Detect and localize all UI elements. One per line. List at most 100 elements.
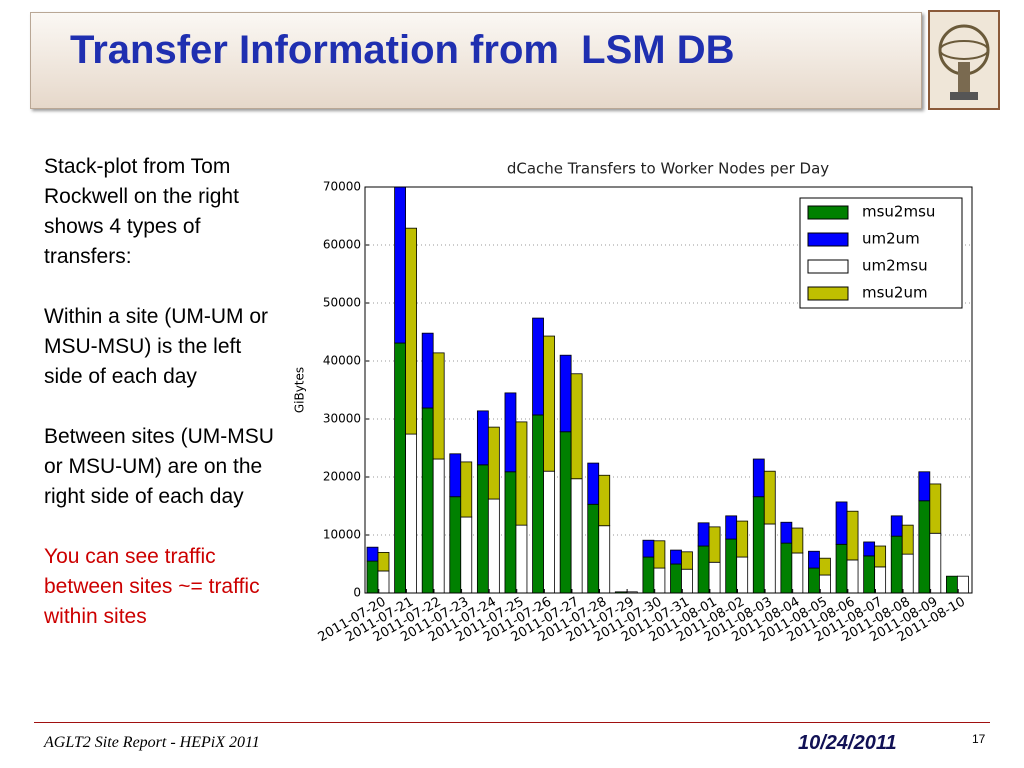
plot-frame <box>364 186 973 594</box>
bar-segment <box>405 433 417 593</box>
bar-segment <box>570 373 583 480</box>
bar-segment <box>901 524 914 555</box>
bar-segment <box>819 574 831 593</box>
bar-segment <box>598 525 611 593</box>
bar-segment <box>460 461 473 518</box>
bar-segment <box>653 567 666 593</box>
bar-segment <box>725 515 738 540</box>
side-text: Stack-plot from Tom Rockwell on the righ… <box>44 152 284 662</box>
bar-segment <box>780 521 793 544</box>
legend-swatch <box>807 286 849 301</box>
bar-segment <box>449 453 462 498</box>
bar-segment <box>681 568 693 593</box>
bar-segment <box>515 421 528 526</box>
bar-segment <box>504 392 517 473</box>
bar-segment <box>890 535 903 593</box>
legend-label: msu2um <box>862 284 928 302</box>
bar-segment <box>598 474 611 527</box>
bar-segment <box>421 332 434 409</box>
y-tick-label: 20000 <box>323 470 361 484</box>
bar-segment <box>532 414 544 593</box>
bar-segment <box>780 542 793 593</box>
bar-segment <box>708 561 721 593</box>
bar-segment <box>752 458 765 498</box>
bar-segment <box>835 543 848 593</box>
bar-segment <box>432 352 445 460</box>
bar-segment <box>697 522 710 547</box>
y-axis-label: GiBytes <box>293 367 307 413</box>
bar-segment <box>559 354 572 433</box>
bar-segment <box>587 462 600 505</box>
y-tick-label: 30000 <box>323 412 361 426</box>
legend-label: msu2msu <box>862 203 935 221</box>
page-number: 17 <box>972 732 986 746</box>
slide-title: Transfer Information from LSM DB <box>70 28 735 72</box>
bar-segment <box>432 458 445 593</box>
bar-segment <box>819 557 831 576</box>
bar-segment <box>736 520 749 558</box>
bar-segment <box>874 545 887 568</box>
bar-segment <box>653 540 666 569</box>
logo-art <box>938 24 990 100</box>
bar-segment <box>394 342 406 593</box>
legend-label: um2msu <box>862 257 928 275</box>
bar-segment <box>929 483 942 534</box>
bar-segment <box>543 335 555 472</box>
y-tick-label: 40000 <box>323 354 361 368</box>
bar-segment <box>476 410 489 466</box>
bar-segment <box>377 552 390 572</box>
chart: dCache Transfers to Worker Nodes per Day… <box>293 160 973 645</box>
header-band <box>30 12 922 109</box>
bar-segment <box>487 498 500 593</box>
bar-segment <box>642 539 655 558</box>
bar-segment <box>681 551 693 570</box>
bar-segment <box>901 553 914 593</box>
highlight: You can see traffic between sites ~= tra… <box>44 545 260 628</box>
bar-segment <box>587 503 600 593</box>
bar-segment <box>918 471 931 502</box>
bar-segment <box>763 470 776 525</box>
bar-segment <box>846 559 859 593</box>
legend-label: um2um <box>862 230 920 248</box>
paragraph: Within a site (UM-UM or MSU-MSU) is the … <box>44 305 269 388</box>
bar-segment <box>570 478 583 593</box>
logo <box>928 10 1000 110</box>
bar-segment <box>559 431 572 593</box>
footer-left: AGLT2 Site Report - HEPiX 2011 <box>44 734 260 751</box>
paragraph: Between sites (UM-MSU or MSU-UM) are on … <box>44 425 274 508</box>
bar-segment <box>543 470 555 593</box>
bar-segment <box>863 555 876 593</box>
bar-segment <box>515 524 528 593</box>
y-tick-label: 60000 <box>323 238 361 252</box>
bar-segment <box>863 541 876 557</box>
bar-segment <box>835 501 848 545</box>
bar-segment <box>725 538 738 593</box>
bar-segment <box>791 552 804 593</box>
legend-swatch <box>807 259 849 274</box>
bar-segment <box>791 527 804 554</box>
y-tick-label: 0 <box>353 586 361 600</box>
bar-segment <box>763 523 776 593</box>
bar-segment <box>476 464 489 593</box>
bar-segment <box>487 426 500 500</box>
bar-segment <box>366 560 379 593</box>
bar-segment <box>449 496 462 593</box>
bar-segment <box>890 515 903 537</box>
bar-segment <box>394 187 406 344</box>
bar-segment <box>460 516 473 593</box>
bar-segment <box>377 570 390 593</box>
bar-segment <box>642 556 655 593</box>
bar-segment <box>946 575 958 593</box>
bar-segment <box>670 563 682 593</box>
bar-segment <box>874 566 887 593</box>
y-tick-label: 70000 <box>323 180 361 194</box>
bar-segment <box>421 407 434 593</box>
bar-segment <box>366 546 379 562</box>
legend-swatch <box>807 205 849 220</box>
footer-date: 10/24/2011 <box>798 732 897 754</box>
bar-segment <box>846 510 859 561</box>
bar-segment <box>808 550 820 569</box>
y-tick-label: 50000 <box>323 296 361 310</box>
bar-segment <box>929 532 942 593</box>
